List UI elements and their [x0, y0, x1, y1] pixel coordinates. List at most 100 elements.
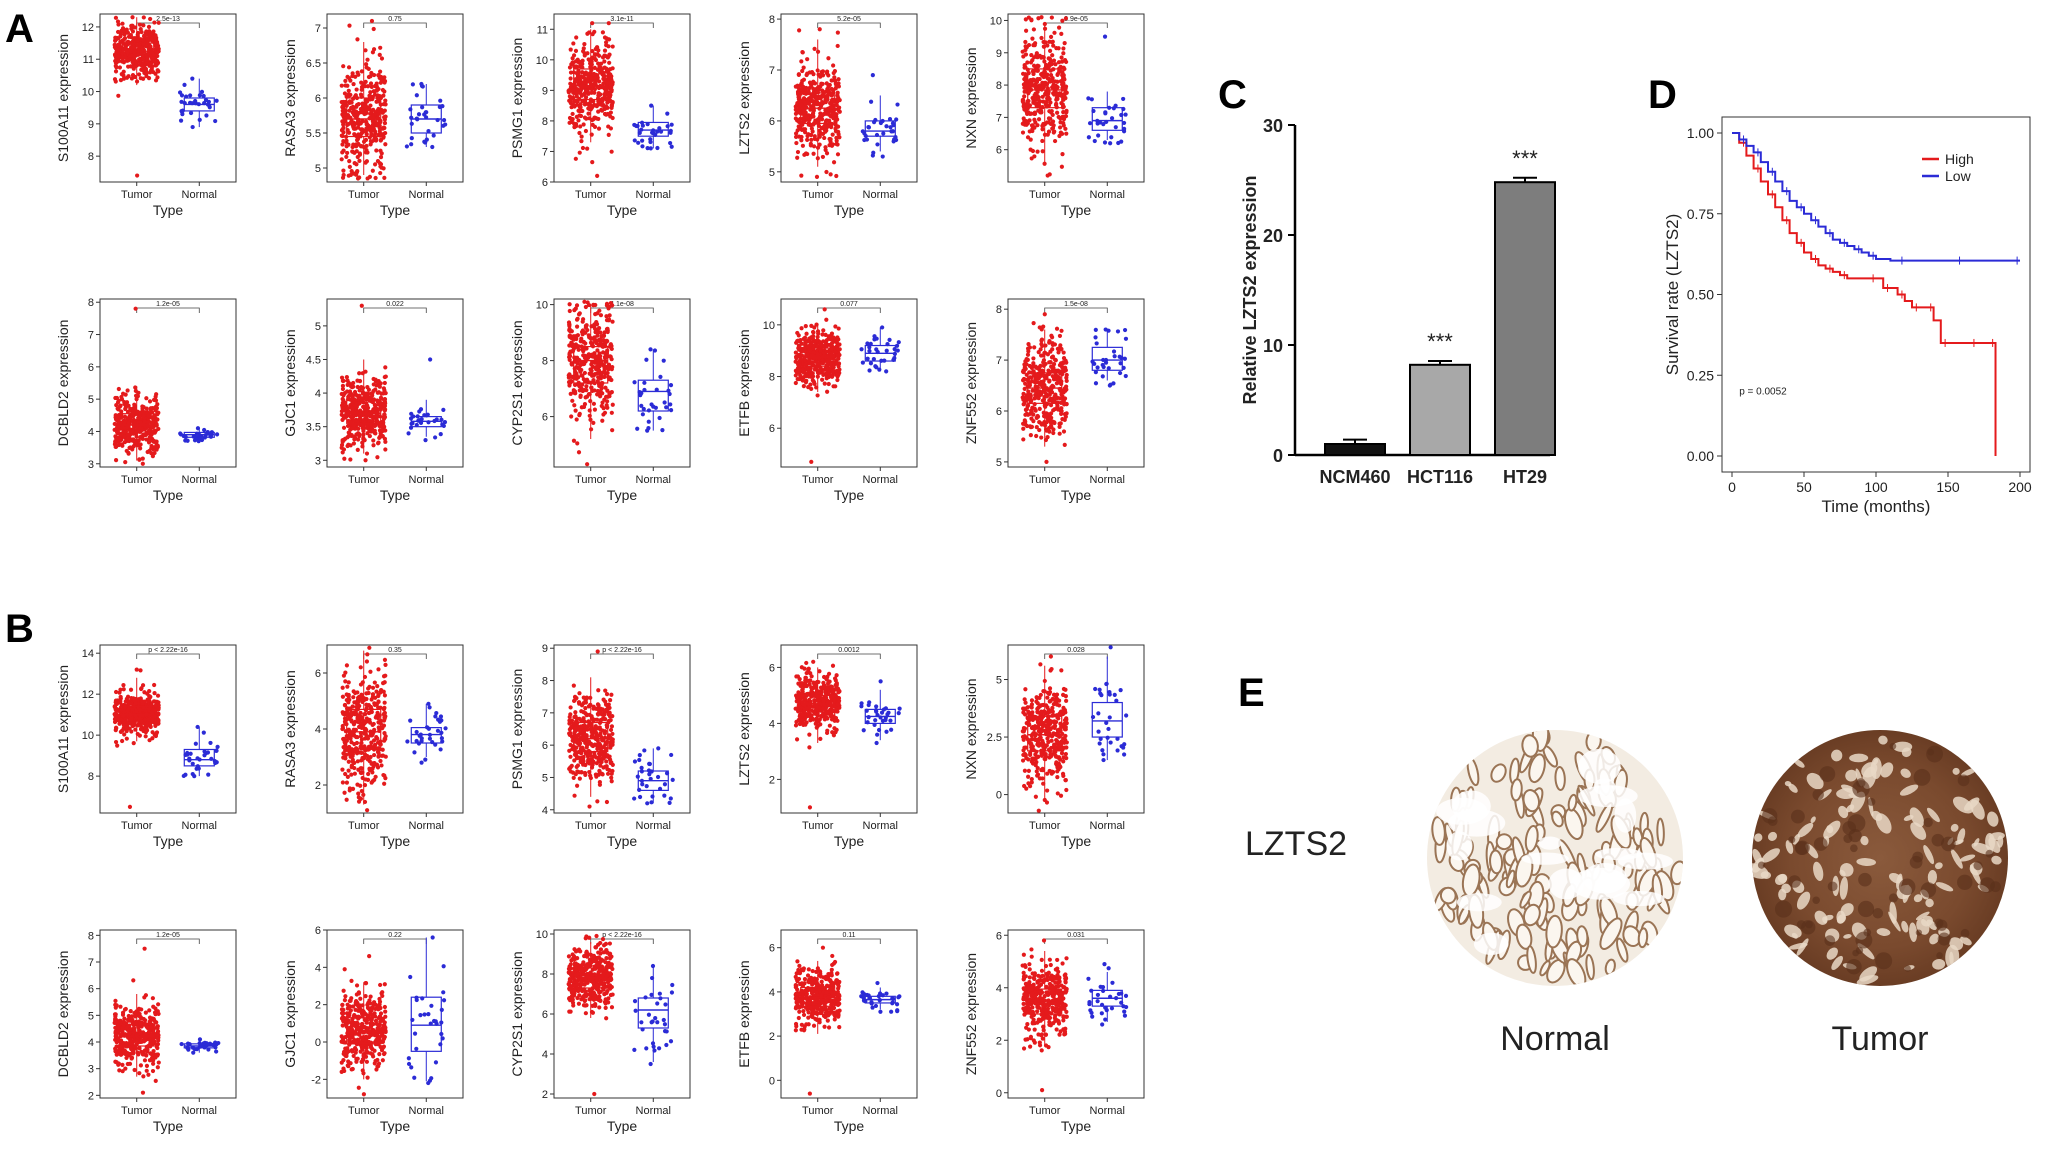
tumor-point: [140, 436, 145, 442]
tumor-point: [129, 23, 134, 28]
normal-point: [178, 431, 183, 436]
tumor-point: [156, 20, 161, 25]
tumor-point: [567, 94, 572, 99]
tumor-point: [373, 431, 378, 436]
y-tick-label: 9: [996, 48, 1002, 60]
tumor-point: [606, 132, 611, 138]
y-tick-label: 5: [996, 457, 1002, 469]
y-tick-label: 4: [315, 724, 321, 736]
y-tick-label: 11: [83, 54, 94, 66]
normal-point: [896, 340, 901, 345]
tumor-point: [123, 406, 128, 412]
normal-point: [1093, 327, 1098, 332]
y-tick-label: 3: [315, 455, 321, 467]
tumor-point: [151, 29, 156, 34]
tumor-point: [1027, 383, 1033, 388]
tumor-point: [1046, 412, 1051, 417]
tumor-point: [800, 50, 805, 55]
tumor-point: [139, 63, 145, 68]
normal-point: [414, 93, 419, 98]
tumor-point: [824, 111, 829, 116]
tumor-point: [348, 78, 353, 83]
tumor-point: [346, 394, 351, 400]
tumor-point: [144, 61, 149, 67]
tumor-point: [567, 88, 572, 94]
tumor-point: [824, 349, 829, 355]
tumor-point: [339, 99, 344, 105]
tumor-point: [354, 162, 359, 167]
tumor-point: [809, 340, 814, 345]
tumor-point: [361, 400, 366, 405]
tumor-point: [373, 403, 378, 408]
y-tick-label: 5: [315, 163, 321, 175]
tumor-point: [356, 426, 361, 431]
tumor-point: [1024, 122, 1029, 127]
x-tick-label: Tumor: [121, 189, 153, 201]
tumor-point: [153, 78, 159, 83]
tumor-point: [603, 385, 608, 390]
tumor-point: [587, 371, 592, 376]
tumor-point: [369, 70, 374, 76]
tumor-point: [818, 114, 823, 119]
normal-point: [208, 740, 213, 746]
tumor-point: [112, 421, 117, 427]
tumor-point: [581, 46, 586, 51]
tumor-point: [362, 425, 367, 431]
tumor-point: [383, 447, 388, 452]
tumor-point: [576, 59, 582, 64]
tumor-point: [139, 726, 144, 731]
tumor-point: [821, 328, 826, 333]
normal-point: [214, 98, 219, 103]
y-tick-label: 7: [996, 355, 1002, 367]
normal-point: [868, 99, 874, 104]
tumor-point: [358, 665, 363, 670]
tumor-point: [574, 64, 579, 69]
tumor-point: [803, 114, 808, 119]
tumor-point: [364, 62, 369, 67]
tumor-point: [1056, 368, 1061, 373]
tumor-point: [341, 122, 346, 127]
tumor-point: [344, 375, 349, 380]
tumor-point: [144, 73, 149, 79]
tumor-point: [595, 311, 600, 316]
tumor-point: [113, 54, 119, 59]
tumor-point: [115, 743, 120, 748]
tumor-point: [359, 303, 364, 308]
y-tick-label: 6: [315, 668, 321, 680]
tumor-point: [598, 330, 603, 335]
tumor-point: [592, 90, 597, 95]
tumor-point: [121, 687, 126, 692]
pvalue-label: p < 2.22e-16: [148, 647, 188, 654]
x-tick-label: Tumor: [575, 474, 607, 486]
tumor-point: [599, 108, 605, 113]
normal-point: [884, 348, 889, 353]
normal-point: [1103, 111, 1108, 116]
tumor-point: [1047, 63, 1052, 68]
normal-point: [1100, 374, 1105, 379]
tumor-point: [114, 726, 119, 731]
tumor-point: [113, 458, 119, 463]
tumor-point: [590, 49, 595, 54]
tumor-point: [610, 44, 615, 49]
normal-point: [422, 139, 427, 144]
tumor-point: [1026, 349, 1031, 354]
tumor-point: [1026, 15, 1031, 20]
tumor-point: [113, 37, 119, 42]
normal-point: [178, 118, 184, 123]
tumor-point: [1058, 116, 1063, 121]
tumor-point: [812, 46, 817, 51]
tumor-point: [379, 74, 384, 80]
tumor-point: [1047, 360, 1052, 365]
tumor-point: [1062, 114, 1067, 119]
tumor-point: [112, 77, 118, 82]
tumor-point: [580, 70, 585, 75]
tumor-point: [1027, 118, 1032, 123]
tumor-point: [1030, 128, 1035, 134]
tumor-point: [156, 705, 161, 710]
tumor-point: [382, 175, 387, 180]
tumor-point: [340, 439, 345, 445]
tumor-point: [128, 687, 134, 692]
tumor-point: [127, 804, 133, 809]
tumor-point: [831, 335, 836, 340]
